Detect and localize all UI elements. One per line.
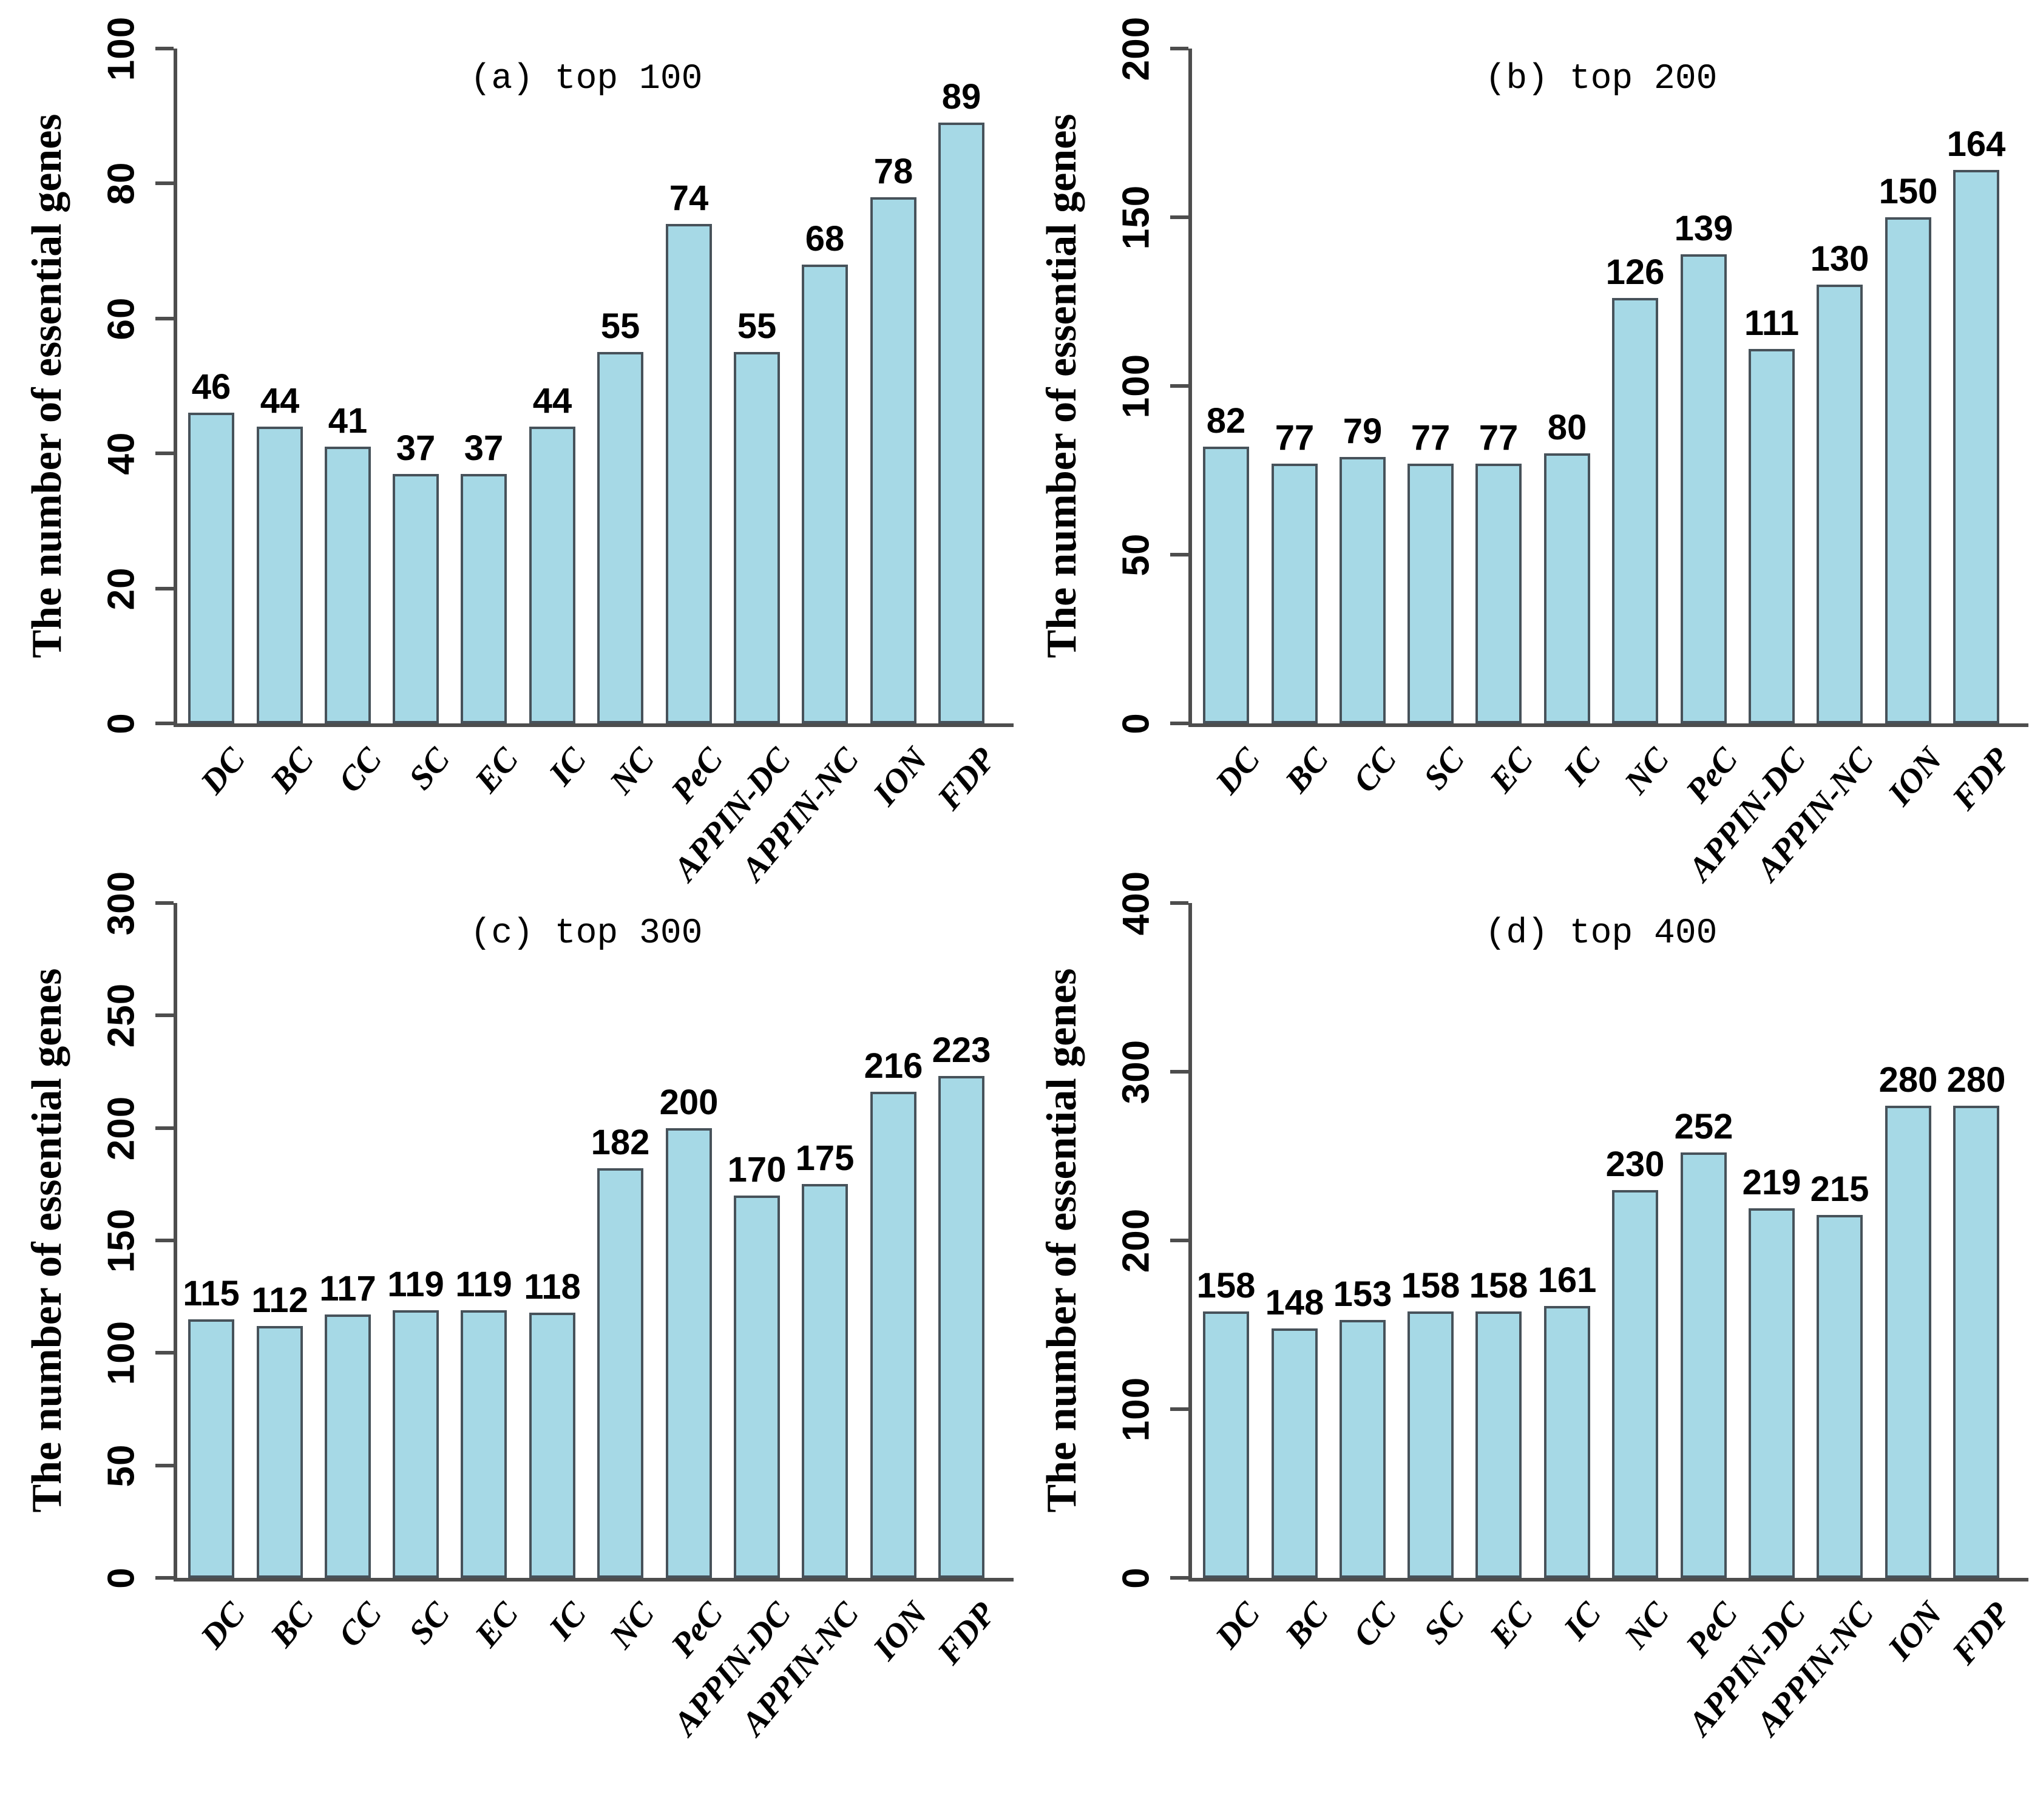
bar (597, 352, 643, 723)
y-tick-mark (1170, 553, 1188, 556)
y-tick-mark (155, 1463, 174, 1467)
y-tick-mark (155, 1239, 174, 1242)
bar (188, 1319, 234, 1578)
y-tick-mark (155, 586, 174, 590)
chart-title: (c) top 300 (470, 914, 703, 953)
page: { "style": { "bar_fill": "#a6d9e6", "bar… (0, 0, 2029, 1743)
y-tick-mark (155, 901, 174, 905)
bar (1612, 1190, 1658, 1578)
bar (1475, 464, 1522, 723)
y-tick-mark (155, 316, 174, 320)
y-tick-mark (155, 1351, 174, 1355)
bar (1817, 285, 1863, 723)
bar (870, 197, 916, 723)
bar (393, 474, 439, 723)
bar (393, 1310, 439, 1578)
y-tick-mark (1170, 1070, 1188, 1074)
y-tick-mark (1170, 384, 1188, 388)
y-tick-mark (155, 47, 174, 50)
bar (257, 427, 303, 723)
bar (529, 1313, 575, 1578)
y-tick-mark (155, 181, 174, 186)
bar (1953, 170, 1999, 723)
bar (1340, 457, 1386, 723)
bar (666, 1128, 712, 1578)
bar (325, 447, 371, 723)
plot-area (1188, 49, 2028, 727)
bar (1681, 1152, 1727, 1578)
bar (802, 1184, 848, 1578)
plot-area (174, 49, 1014, 727)
bar (938, 1076, 984, 1578)
y-tick-mark (155, 1576, 174, 1580)
bar (1953, 1106, 1999, 1578)
bar (597, 1168, 643, 1578)
bar (734, 1196, 780, 1578)
bar (1340, 1320, 1386, 1578)
bar (1203, 1311, 1249, 1578)
bar (257, 1326, 303, 1578)
bar (1272, 464, 1318, 723)
bar (1749, 349, 1795, 723)
bar (1544, 1306, 1590, 1578)
chart-panel-a: (a) top 100 The number of essential genes… (0, 0, 1014, 888)
bar (938, 123, 984, 723)
y-tick-mark (1170, 901, 1188, 905)
bar (666, 224, 712, 723)
chart-panel-b: (b) top 200 The number of essential genes… (1015, 0, 2029, 888)
bar (188, 413, 234, 723)
y-tick-mark (155, 722, 174, 725)
y-tick-mark (155, 452, 174, 456)
bar (1272, 1328, 1318, 1578)
bar (1885, 217, 1931, 723)
y-tick-mark (1170, 47, 1188, 50)
bar (1885, 1106, 1931, 1578)
bar (1544, 453, 1590, 723)
figure: (a) top 100 The number of essential genes… (0, 0, 2029, 1743)
chart-panel-d: (d) top 400 The number of essential genes… (1015, 854, 2029, 1742)
bar (1407, 1311, 1454, 1578)
chart-panel-c: (c) top 300 The number of essential genes… (0, 854, 1014, 1742)
y-tick-mark (1170, 1239, 1188, 1242)
chart-title: (b) top 200 (1485, 59, 1718, 99)
bar (325, 1314, 371, 1578)
bar (1203, 447, 1249, 723)
bar (461, 474, 507, 723)
plot-area (1188, 903, 2028, 1582)
chart-title: (d) top 400 (1485, 914, 1718, 953)
chart-title: (a) top 100 (470, 59, 703, 99)
bar (870, 1092, 916, 1578)
y-tick-mark (1170, 1576, 1188, 1580)
bar (1475, 1311, 1522, 1578)
y-tick-mark (1170, 215, 1188, 219)
bar (529, 427, 575, 723)
bar (461, 1310, 507, 1578)
y-tick-mark (155, 1013, 174, 1018)
y-tick-mark (155, 1126, 174, 1130)
bar (1681, 254, 1727, 723)
plot-area (174, 903, 1014, 1582)
bar (734, 352, 780, 723)
bar (1407, 464, 1454, 723)
y-tick-mark (1170, 1407, 1188, 1411)
y-tick-mark (1170, 722, 1188, 725)
bar (1749, 1208, 1795, 1578)
bar (1817, 1215, 1863, 1578)
bar (802, 265, 848, 723)
bar (1612, 298, 1658, 723)
